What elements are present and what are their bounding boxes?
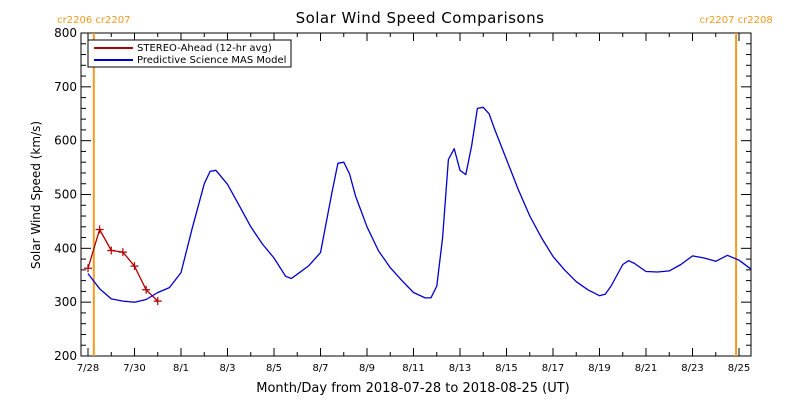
x-axis-ticks: 7/28 7/30 8/1 8/3 8/5 8/7 8/9 8/11 8/13 8/15 8/17 8… — [77, 33, 750, 374]
x-tick-label: 8/11 — [402, 363, 424, 374]
series-group — [84, 106, 751, 306]
carrington-rotation-markers: cr2206 cr2207 cr2207 cr2208 — [57, 15, 773, 356]
plot-frame — [80, 32, 752, 357]
data-point-marker — [153, 297, 162, 306]
x-tick-label: 7/28 — [77, 363, 99, 374]
legend-label-mas: Predictive Science MAS Model — [137, 55, 286, 66]
rotation-marker-label: cr2206 cr2207 — [57, 15, 130, 26]
x-tick-label: 8/25 — [728, 363, 750, 374]
x-tick-label: 8/19 — [588, 363, 610, 374]
x-tick-label: 8/5 — [266, 363, 282, 374]
x-tick-label: 8/13 — [449, 363, 471, 374]
y-tick-label: 200 — [54, 349, 77, 363]
data-point-marker — [84, 264, 92, 273]
y-tick-label: 500 — [54, 188, 77, 202]
y-tick-label: 600 — [54, 134, 77, 148]
rotation-marker-label: cr2207 cr2208 — [699, 15, 772, 26]
x-tick-label: 8/7 — [312, 363, 328, 374]
x-tick-label: 8/3 — [219, 363, 235, 374]
data-point-marker — [130, 262, 139, 271]
y-tick-label: 300 — [54, 295, 77, 309]
x-tick-label: 8/21 — [635, 363, 657, 374]
legend: STEREO-Ahead (12-hr avg) Predictive Scie… — [87, 39, 292, 68]
y-tick-label: 700 — [54, 80, 77, 94]
legend-label-stereo: STEREO-Ahead (12-hr avg) — [137, 43, 272, 54]
x-tick-label: 8/9 — [359, 363, 375, 374]
series-line-mas-model — [87, 106, 751, 303]
data-point-marker — [142, 285, 151, 294]
chart-title: Solar Wind Speed Comparisons — [296, 9, 545, 27]
x-axis-label: Month/Day from 2018-07-28 to 2018-08-25 … — [256, 381, 569, 396]
x-tick-label: 8/1 — [173, 363, 189, 374]
y-tick-label: 400 — [54, 241, 77, 255]
y-axis-label: Solar Wind Speed (km/s) — [29, 121, 43, 269]
x-tick-label: 8/15 — [495, 363, 517, 374]
y-axis-ticks: 200 300 400 500 600 700 800 — [54, 26, 751, 363]
x-tick-label: 8/17 — [542, 363, 564, 374]
x-tick-label: 8/23 — [681, 363, 703, 374]
x-tick-label: 7/30 — [123, 363, 145, 374]
legend-box — [87, 39, 292, 68]
data-point-marker — [95, 225, 104, 234]
y-tick-label: 800 — [54, 26, 77, 40]
data-point-marker — [107, 246, 116, 255]
data-point-marker — [118, 248, 127, 257]
